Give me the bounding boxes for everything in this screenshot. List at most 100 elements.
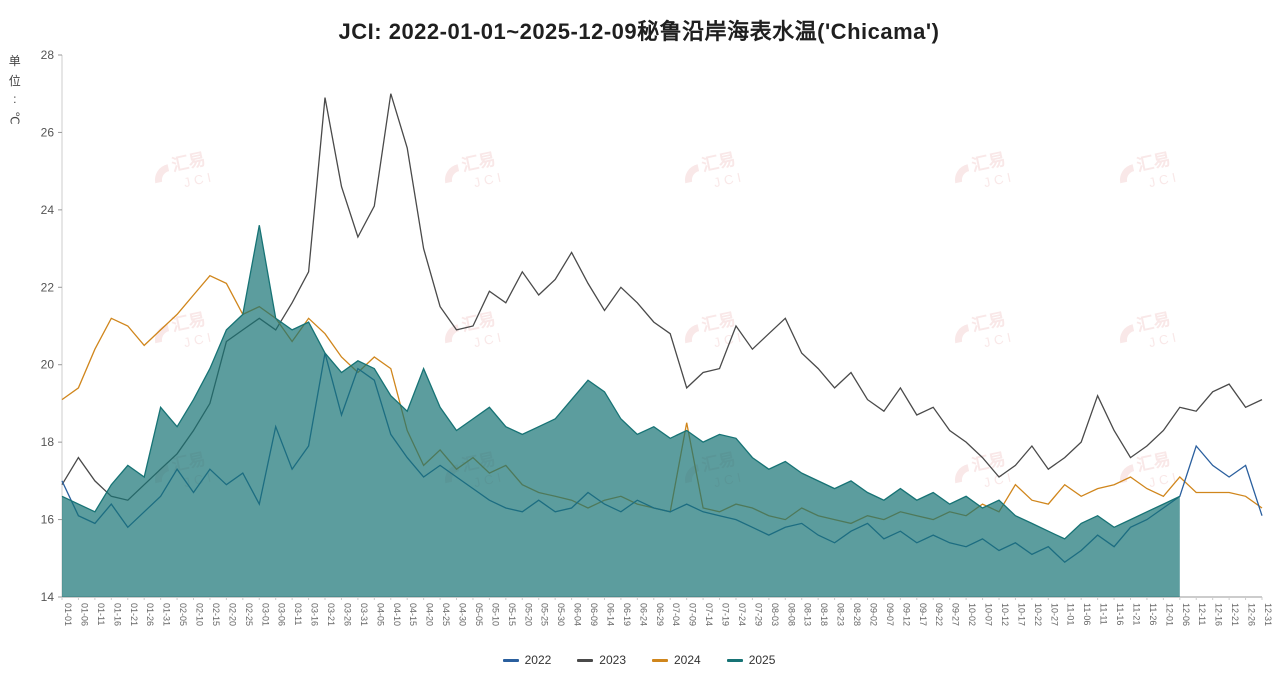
unit-char: : bbox=[13, 92, 17, 106]
legend-item-2024[interactable]: 2024 bbox=[652, 653, 701, 667]
x-tick-label: 07-14 bbox=[704, 603, 714, 626]
x-tick-label: 03-16 bbox=[310, 603, 320, 626]
x-tick-label: 07-09 bbox=[688, 603, 698, 626]
x-tick-label: 10-17 bbox=[1016, 603, 1026, 626]
y-tick-label: 14 bbox=[41, 590, 55, 604]
x-tick-label: 10-27 bbox=[1049, 603, 1059, 626]
x-tick-label: 08-23 bbox=[836, 603, 846, 626]
series-line-2025 bbox=[61, 225, 1181, 540]
x-tick-label: 11-26 bbox=[1148, 603, 1158, 625]
x-tick-label: 12-21 bbox=[1230, 603, 1240, 626]
x-tick-label: 04-25 bbox=[441, 603, 451, 626]
y-tick-label: 26 bbox=[41, 125, 55, 139]
legend-label-2024: 2024 bbox=[674, 653, 701, 667]
x-tick-label: 01-11 bbox=[96, 603, 106, 625]
x-tick-label: 11-01 bbox=[1066, 603, 1076, 625]
x-tick-label: 07-29 bbox=[753, 603, 763, 626]
legend-item-2025[interactable]: 2025 bbox=[726, 653, 776, 667]
y-tick-label: 20 bbox=[41, 358, 55, 372]
x-tick-label: 12-16 bbox=[1214, 603, 1224, 626]
x-tick-label: 01-06 bbox=[79, 603, 89, 626]
svg-text:JCI: JCI bbox=[472, 169, 506, 190]
x-tick-label: 05-10 bbox=[490, 603, 500, 626]
legend-swatch-2024 bbox=[652, 658, 668, 662]
x-tick-label: 11-16 bbox=[1115, 603, 1125, 625]
svg-text:JCI: JCI bbox=[472, 329, 506, 350]
svg-text:JCI: JCI bbox=[1147, 169, 1181, 190]
x-tick-label: 03-21 bbox=[326, 603, 336, 626]
x-tick-label: 06-04 bbox=[573, 603, 583, 626]
x-tick-label: 03-06 bbox=[277, 603, 287, 626]
x-tick-label: 08-08 bbox=[786, 603, 796, 626]
svg-text:JCI: JCI bbox=[182, 169, 216, 190]
legend-swatch-2025 bbox=[726, 658, 743, 662]
chart-legend: 2022 2023 2024 2025 bbox=[0, 653, 1278, 667]
y-tick-label: 28 bbox=[41, 48, 55, 62]
x-tick-label: 01-31 bbox=[162, 603, 172, 626]
x-tick-label: 05-20 bbox=[523, 603, 533, 626]
x-tick-label: 09-12 bbox=[901, 603, 911, 626]
x-tick-label: 09-02 bbox=[869, 603, 879, 626]
x-tick-label: 11-21 bbox=[1132, 603, 1142, 625]
x-tick-label: 04-10 bbox=[392, 603, 402, 626]
x-tick-label: 03-01 bbox=[260, 603, 270, 626]
legend-label-2022: 2022 bbox=[524, 653, 552, 667]
x-tick-label: 07-19 bbox=[721, 603, 731, 626]
x-tick-label: 06-09 bbox=[589, 603, 599, 626]
x-tick-label: 06-29 bbox=[655, 603, 665, 626]
x-tick-label: 08-18 bbox=[819, 603, 829, 626]
x-tick-label: 10-12 bbox=[1000, 603, 1010, 626]
x-tick-label: 09-07 bbox=[885, 603, 895, 626]
x-tick-label: 06-24 bbox=[638, 603, 648, 626]
svg-text:JCI: JCI bbox=[1147, 329, 1181, 350]
svg-text:JCI: JCI bbox=[712, 169, 746, 190]
x-tick-label: 02-05 bbox=[178, 603, 188, 626]
legend-label-2023: 2023 bbox=[599, 653, 626, 667]
series-area-2025 bbox=[62, 225, 1180, 598]
y-axis-unit-label: 单 位 : ℃ bbox=[8, 52, 22, 125]
svg-text:JCI: JCI bbox=[982, 469, 1016, 490]
legend-item-2023[interactable]: 2023 bbox=[577, 653, 626, 667]
legend-swatch-2022 bbox=[502, 658, 519, 662]
x-tick-label: 02-25 bbox=[244, 603, 254, 626]
svg-text:JCI: JCI bbox=[182, 329, 216, 350]
x-tick-label: 08-28 bbox=[852, 603, 862, 626]
unit-char: 位 bbox=[8, 74, 21, 88]
x-tick-label: 07-04 bbox=[671, 603, 681, 626]
x-tick-label: 12-31 bbox=[1263, 603, 1273, 626]
x-tick-label: 12-26 bbox=[1247, 603, 1257, 626]
chart-title: JCI: 2022-01-01~2025-12-09秘鲁沿岸海表水温('Chic… bbox=[338, 19, 940, 44]
x-tick-label: 05-05 bbox=[474, 603, 484, 626]
x-tick-label: 04-20 bbox=[425, 603, 435, 626]
unit-char: 单 bbox=[8, 54, 21, 68]
x-tick-label: 02-15 bbox=[211, 603, 221, 626]
x-tick-label: 08-03 bbox=[770, 603, 780, 626]
y-tick-label: 16 bbox=[41, 513, 55, 527]
x-tick-label: 01-21 bbox=[129, 603, 139, 626]
x-tick-label: 05-25 bbox=[540, 603, 550, 626]
x-tick-label: 05-30 bbox=[556, 603, 566, 626]
x-tick-label: 10-07 bbox=[984, 603, 994, 626]
x-tick-label: 06-14 bbox=[606, 603, 616, 626]
x-tick-label: 02-10 bbox=[195, 603, 205, 626]
x-tick-label: 10-22 bbox=[1033, 603, 1043, 626]
x-tick-label: 12-06 bbox=[1181, 603, 1191, 626]
x-tick-label: 05-15 bbox=[507, 603, 517, 626]
legend-label-2025: 2025 bbox=[748, 653, 776, 667]
legend-item-2022[interactable]: 2022 bbox=[502, 653, 552, 667]
x-tick-label: 11-06 bbox=[1082, 603, 1092, 625]
legend-swatch-2023 bbox=[577, 658, 594, 662]
y-tick-label: 22 bbox=[41, 280, 55, 294]
x-tick-label: 03-11 bbox=[293, 603, 303, 625]
y-tick-label: 18 bbox=[41, 435, 55, 449]
